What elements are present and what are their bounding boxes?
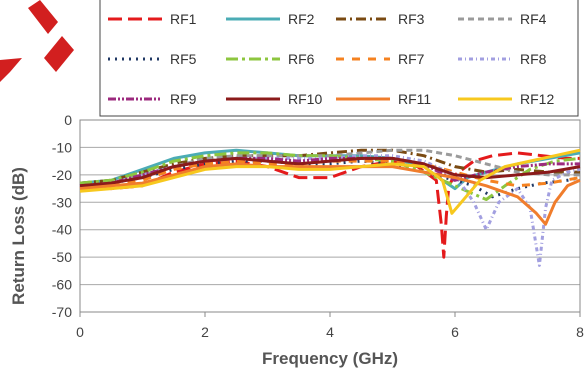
gridlines xyxy=(79,119,581,317)
legend-label: RF2 xyxy=(288,11,315,27)
x-tick-label: 0 xyxy=(76,324,84,340)
legend-item-rf4: RF4 xyxy=(458,11,547,27)
series-layer xyxy=(79,148,581,267)
watermark-graphic xyxy=(0,0,74,82)
legend-label: RF12 xyxy=(520,91,554,107)
legend-item-rf11: RF11 xyxy=(336,91,431,107)
legend-item-rf3: RF3 xyxy=(336,11,425,27)
legend-label: RF10 xyxy=(288,91,322,107)
legend-item-rf1: RF1 xyxy=(108,11,197,27)
legend-item-rf6: RF6 xyxy=(226,51,315,67)
legend-item-rf7: RF7 xyxy=(336,51,425,67)
y-tick-label: -60 xyxy=(52,277,72,293)
legend: RF1 RF2 RF3 RF4 RF5 RF6 RF7 RF8 RF9 RF10 RF11 RF12 xyxy=(99,0,579,117)
legend-item-rf8: RF8 xyxy=(458,51,547,67)
legend-item-rf5: RF5 xyxy=(108,51,197,67)
y-tick-label: -20 xyxy=(52,167,72,183)
x-axis-title: Frequency (GHz) xyxy=(262,349,398,368)
x-tick-label: 6 xyxy=(451,324,459,340)
legend-item-rf2: RF2 xyxy=(226,11,315,27)
x-tick-labels: 0 2 4 6 8 xyxy=(76,324,584,340)
legend-item-rf12: RF12 xyxy=(458,91,554,107)
plot-area xyxy=(79,119,581,313)
legend-label: RF1 xyxy=(170,11,197,27)
legend-label: RF6 xyxy=(288,51,315,67)
legend-label: RF4 xyxy=(520,11,547,27)
x-tick-label: 2 xyxy=(201,324,209,340)
y-tick-label: -40 xyxy=(52,222,72,238)
series-line-rf7 xyxy=(79,159,581,191)
legend-label: RF7 xyxy=(398,51,425,67)
series-line-rf12 xyxy=(79,148,581,215)
y-axis-title: Return Loss (dB) xyxy=(9,167,28,305)
x-tick-label: 4 xyxy=(326,324,334,340)
y-tick-label: -50 xyxy=(52,249,72,265)
legend-label: RF11 xyxy=(398,91,431,107)
legend-item-rf9: RF9 xyxy=(108,91,197,107)
legend-label: RF9 xyxy=(170,91,197,107)
watermark-stroke xyxy=(44,36,74,72)
y-tick-label: -10 xyxy=(52,139,72,155)
y-tick-label: -30 xyxy=(52,194,72,210)
series-line-rf1 xyxy=(79,151,580,259)
legend-item-rf10: RF10 xyxy=(226,91,322,107)
legend-label: RF8 xyxy=(520,51,547,67)
y-tick-labels: 0 -10 -20 -30 -40 -50 -60 -70 xyxy=(52,112,72,320)
series-line-rf10 xyxy=(79,156,581,188)
x-tick-label: 8 xyxy=(576,324,584,340)
watermark-stroke xyxy=(28,0,58,34)
y-tick-label: -70 xyxy=(52,304,72,320)
y-tick-label: 0 xyxy=(64,112,72,128)
watermark-stroke xyxy=(0,58,22,82)
legend-label: RF3 xyxy=(398,11,425,27)
legend-label: RF5 xyxy=(170,51,197,67)
